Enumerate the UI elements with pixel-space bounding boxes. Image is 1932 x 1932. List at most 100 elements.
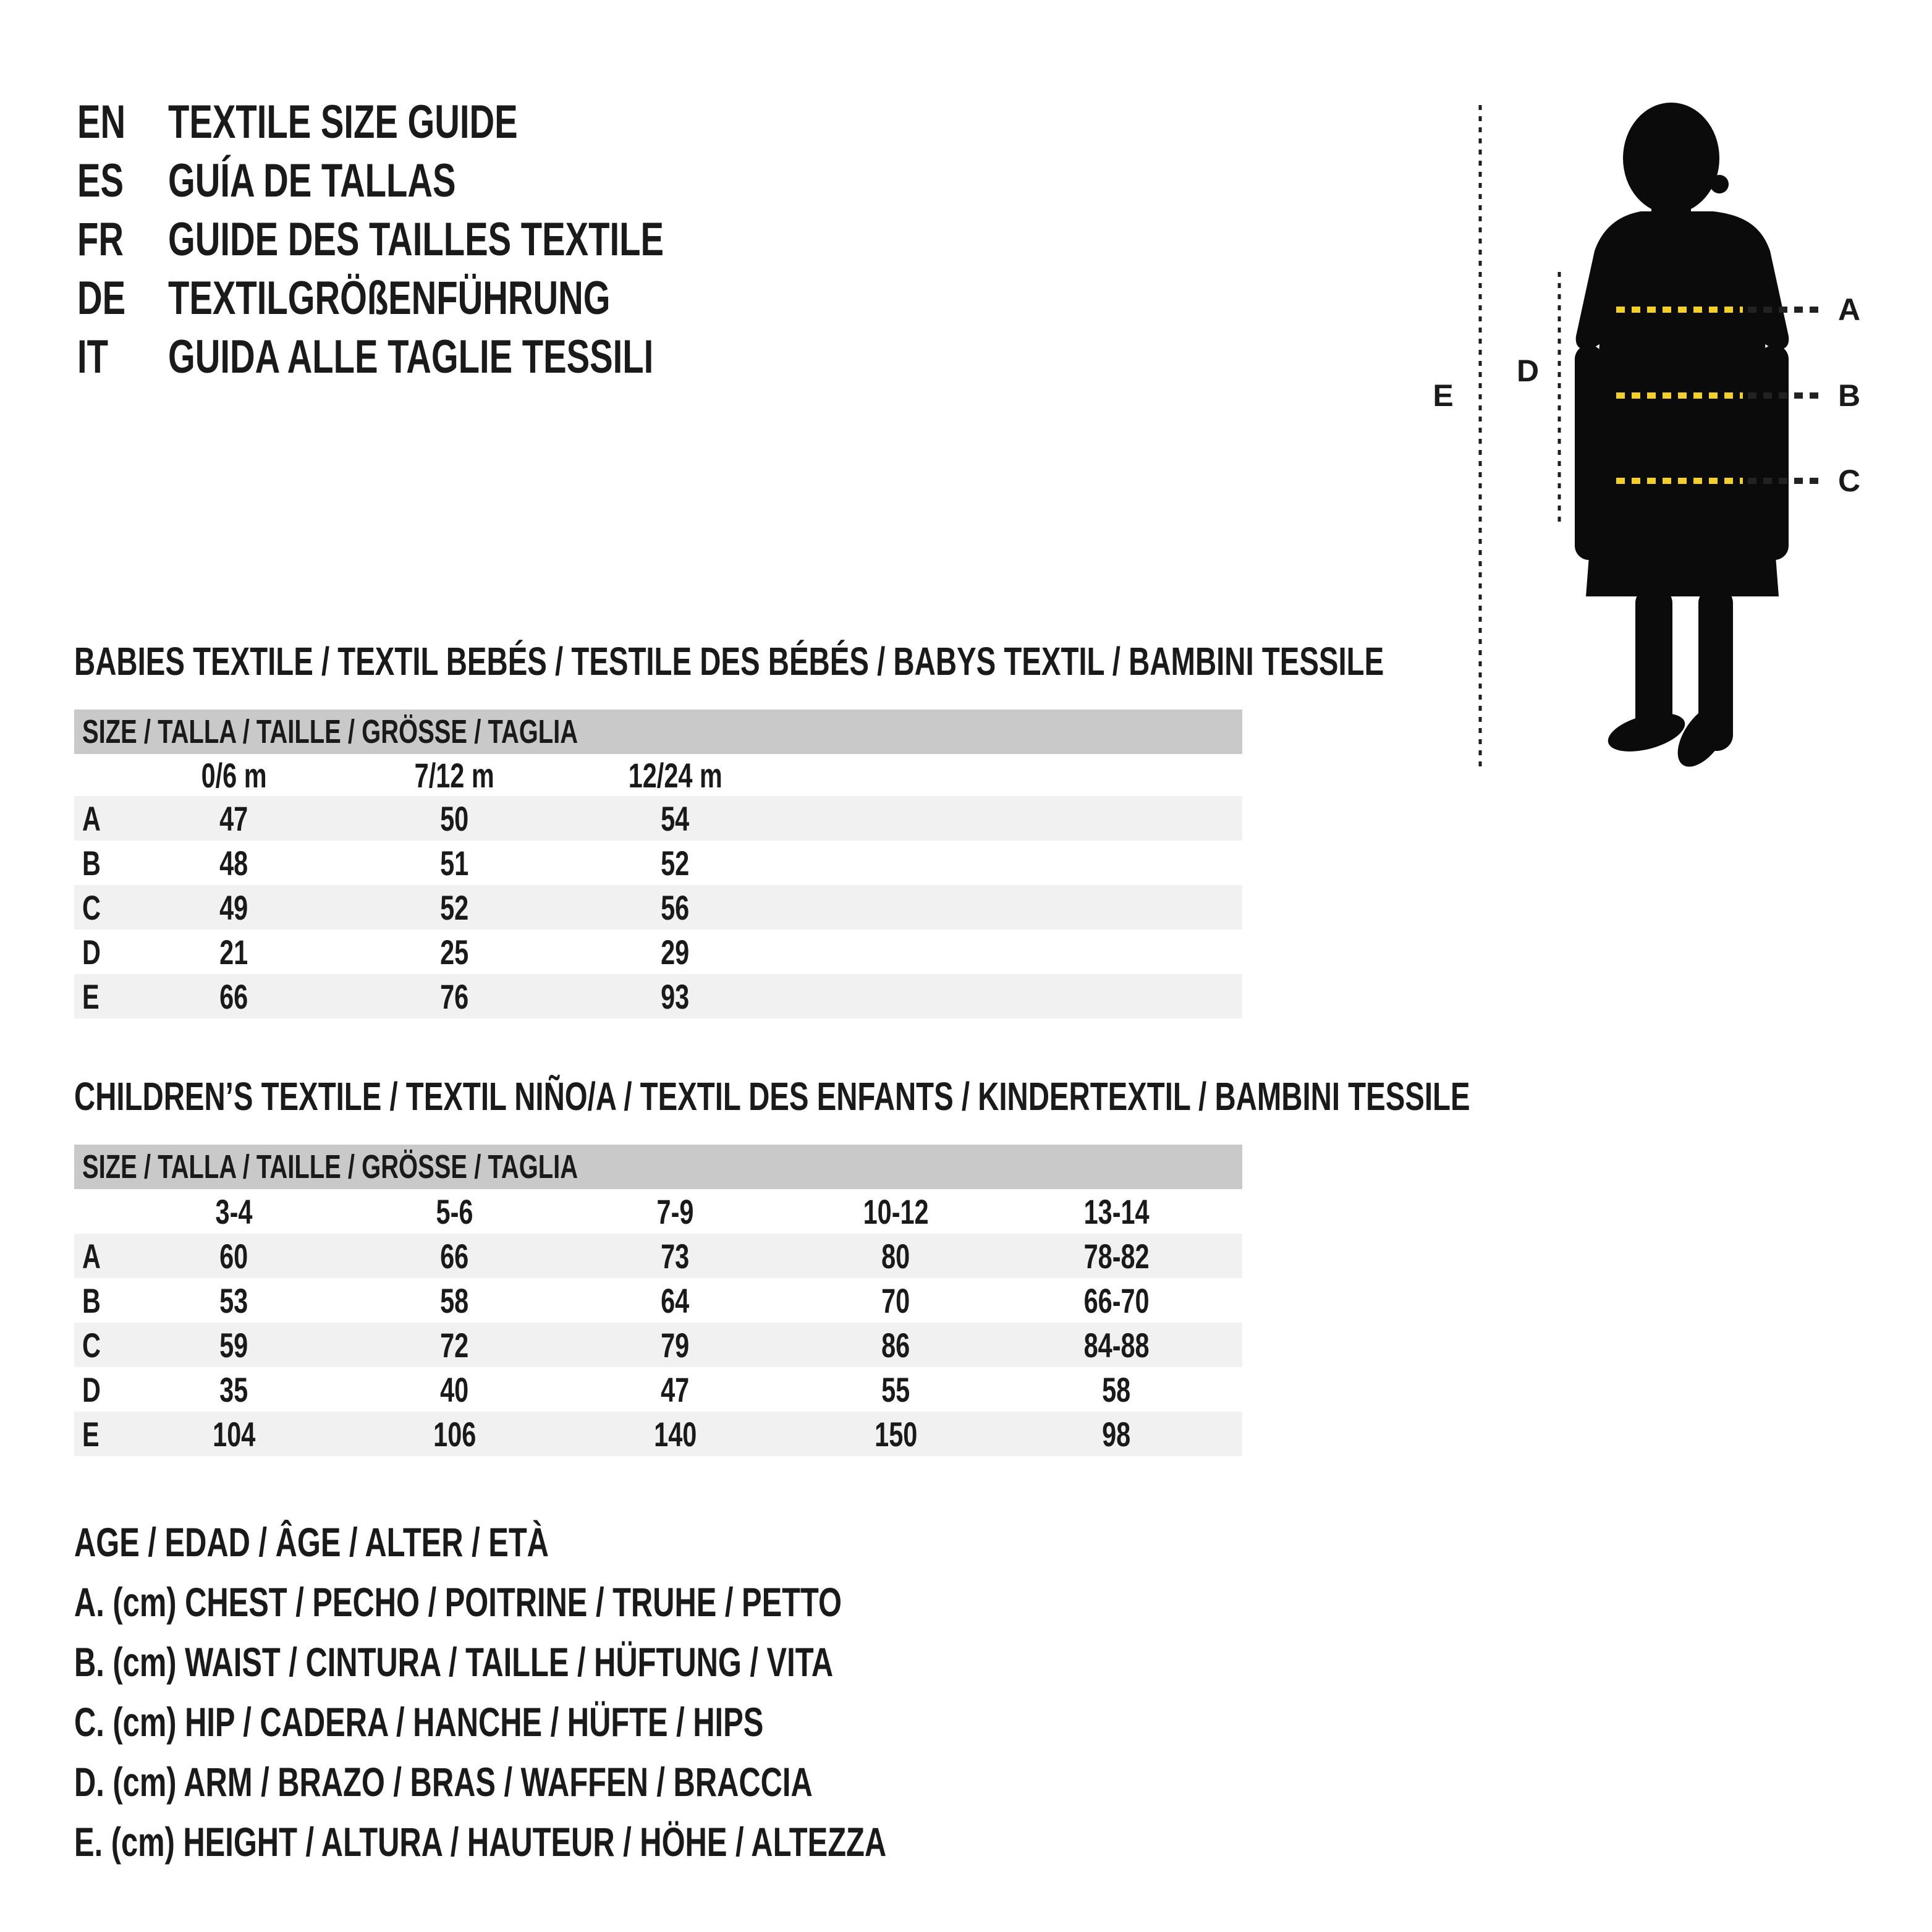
size-header-text: SIZE / TALLA / TAILLE / GRÖSSE / TAGLIA bbox=[82, 1148, 578, 1185]
language-row-es: ES GUÍA DE TALLAS bbox=[77, 151, 838, 210]
babies-heading-text: BABIES TEXTILE / TEXTIL BEBÉS / TESTILE … bbox=[74, 639, 1384, 684]
table-cell: 104 bbox=[212, 1414, 256, 1454]
table-cell: 59 bbox=[219, 1325, 248, 1365]
table-cell: 86 bbox=[881, 1325, 910, 1365]
measurement-legend: AGE / EDAD / ÂGE / ALTER / ETÀ A. (cm) C… bbox=[74, 1512, 1172, 1871]
row-label: D bbox=[82, 932, 101, 972]
table-cell: 25 bbox=[440, 932, 469, 972]
table-cell: 76 bbox=[440, 977, 469, 1016]
child-silhouette bbox=[1575, 103, 1789, 767]
torso-shirt-shorts bbox=[1575, 211, 1789, 596]
label-a: A bbox=[1838, 292, 1860, 327]
table-cell: 56 bbox=[661, 888, 690, 927]
babies-column-header-row: 0/6 m 7/12 m 12/24 m bbox=[74, 754, 1242, 796]
column-header: 3-4 bbox=[215, 1192, 253, 1231]
row-label: B bbox=[82, 843, 101, 883]
left-arm bbox=[1575, 345, 1603, 560]
right-arm bbox=[1760, 345, 1789, 560]
legend-line-arm: D. (cm) ARM / BRAZO / BRAS / WAFFEN / BR… bbox=[74, 1758, 813, 1805]
legend-line-chest: A. (cm) CHEST / PECHO / POITRINE / TRUHE… bbox=[74, 1578, 842, 1625]
column-header: 0/6 m bbox=[201, 755, 267, 795]
row-label: E bbox=[82, 1414, 100, 1454]
table-cell: 106 bbox=[433, 1414, 477, 1454]
table-row: C 59 72 79 86 84-88 bbox=[74, 1323, 1242, 1367]
guide-title-it: GUIDA ALLE TAGLIE TESSILI bbox=[168, 331, 654, 383]
table-cell: 60 bbox=[219, 1236, 248, 1276]
table-cell: 66 bbox=[219, 977, 248, 1016]
table-row: A 60 66 73 80 78-82 bbox=[74, 1234, 1242, 1278]
height-measure-e: E bbox=[1434, 105, 1482, 769]
language-title-list: EN TEXTILE SIZE GUIDE ES GUÍA DE TALLAS … bbox=[77, 93, 838, 386]
table-cell: 150 bbox=[874, 1414, 918, 1454]
table-cell: 47 bbox=[219, 799, 248, 838]
children-size-table: SIZE / TALLA / TAILLE / GRÖSSE / TAGLIA … bbox=[74, 1145, 1242, 1456]
table-cell: 54 bbox=[661, 799, 690, 838]
right-foot bbox=[1677, 704, 1729, 767]
legend-line-waist: B. (cm) WAIST / CINTURA / TAILLE / HÜFTU… bbox=[74, 1638, 834, 1685]
table-cell: 98 bbox=[1102, 1414, 1131, 1454]
ear bbox=[1710, 175, 1729, 193]
table-cell: 49 bbox=[219, 888, 248, 927]
arm-measure-d: D bbox=[1517, 272, 1561, 525]
table-row: E 104 106 140 150 98 bbox=[74, 1412, 1242, 1456]
legend-line-hip: C. (cm) HIP / CADERA / HANCHE / HÜFTE / … bbox=[74, 1698, 764, 1745]
children-size-header-bar: SIZE / TALLA / TAILLE / GRÖSSE / TAGLIA bbox=[74, 1145, 1242, 1189]
legend-line-height: E. (cm) HEIGHT / ALTURA / HAUTEUR / HÖHE… bbox=[74, 1818, 887, 1865]
table-cell: 58 bbox=[1102, 1370, 1131, 1409]
column-header: 7/12 m bbox=[414, 755, 495, 795]
children-heading-text: CHILDREN’S TEXTILE / TEXTIL NIÑO/A / TEX… bbox=[74, 1074, 1470, 1119]
guide-title-es: GUÍA DE TALLAS bbox=[168, 155, 456, 207]
legend-line-age: AGE / EDAD / ÂGE / ALTER / ETÀ bbox=[74, 1519, 549, 1565]
size-header-text: SIZE / TALLA / TAILLE / GRÖSSE / TAGLIA bbox=[82, 713, 578, 750]
language-code: FR bbox=[77, 213, 124, 266]
child-measurement-figure: E D A B bbox=[1434, 103, 1860, 769]
table-cell: 29 bbox=[661, 932, 690, 972]
language-row-fr: FR GUIDE DES TAILLES TEXTILE bbox=[77, 210, 838, 269]
table-cell: 80 bbox=[881, 1236, 910, 1276]
babies-section-heading: BABIES TEXTILE / TEXTIL BEBÉS / TESTILE … bbox=[74, 639, 1844, 684]
table-cell: 73 bbox=[661, 1236, 690, 1276]
table-cell: 72 bbox=[440, 1325, 469, 1365]
table-cell: 84-88 bbox=[1083, 1325, 1150, 1365]
column-header: 10-12 bbox=[863, 1192, 929, 1231]
language-code: IT bbox=[77, 331, 108, 383]
table-cell: 51 bbox=[440, 843, 469, 883]
table-cell: 40 bbox=[440, 1370, 469, 1409]
table-cell: 66-70 bbox=[1083, 1281, 1150, 1320]
table-row: D 35 40 47 55 58 bbox=[74, 1367, 1242, 1412]
table-cell: 140 bbox=[653, 1414, 697, 1454]
table-cell: 48 bbox=[219, 843, 248, 883]
language-code: ES bbox=[77, 155, 124, 207]
hip-measure-c: C bbox=[1616, 464, 1860, 498]
table-cell: 55 bbox=[881, 1370, 910, 1409]
table-cell: 53 bbox=[219, 1281, 248, 1320]
head bbox=[1623, 103, 1719, 214]
babies-size-table: SIZE / TALLA / TAILLE / GRÖSSE / TAGLIA … bbox=[74, 710, 1242, 1019]
table-row: A 47 50 54 bbox=[74, 796, 1242, 841]
language-row-de: DE TEXTILGRÖßENFÜHRUNG bbox=[77, 269, 838, 328]
guide-title-de: TEXTILGRÖßENFÜHRUNG bbox=[168, 272, 611, 324]
table-row: D 21 25 29 bbox=[74, 930, 1242, 974]
table-cell: 70 bbox=[881, 1281, 910, 1320]
guide-title-fr: GUIDE DES TAILLES TEXTILE bbox=[168, 213, 664, 266]
table-cell: 66 bbox=[440, 1236, 469, 1276]
row-label: D bbox=[82, 1370, 101, 1409]
children-column-header-row: 3-4 5-6 7-9 10-12 13-14 bbox=[74, 1189, 1242, 1234]
table-row: C 49 52 56 bbox=[74, 885, 1242, 930]
table-cell: 35 bbox=[219, 1370, 248, 1409]
label-d: D bbox=[1517, 354, 1539, 388]
table-cell: 21 bbox=[219, 932, 248, 972]
table-cell: 52 bbox=[440, 888, 469, 927]
table-row: B 53 58 64 70 66-70 bbox=[74, 1278, 1242, 1323]
language-row-it: IT GUIDA ALLE TAGLIE TESSILI bbox=[77, 328, 838, 386]
row-label: C bbox=[82, 888, 101, 927]
row-label: C bbox=[82, 1325, 101, 1365]
column-header: 13-14 bbox=[1083, 1192, 1150, 1231]
row-label: E bbox=[82, 977, 100, 1016]
row-label: B bbox=[82, 1281, 101, 1320]
label-c: C bbox=[1838, 464, 1860, 498]
children-section-heading: CHILDREN’S TEXTILE / TEXTIL NIÑO/A / TEX… bbox=[74, 1074, 1932, 1119]
column-header: 7-9 bbox=[656, 1192, 694, 1231]
row-label: A bbox=[82, 1236, 101, 1276]
